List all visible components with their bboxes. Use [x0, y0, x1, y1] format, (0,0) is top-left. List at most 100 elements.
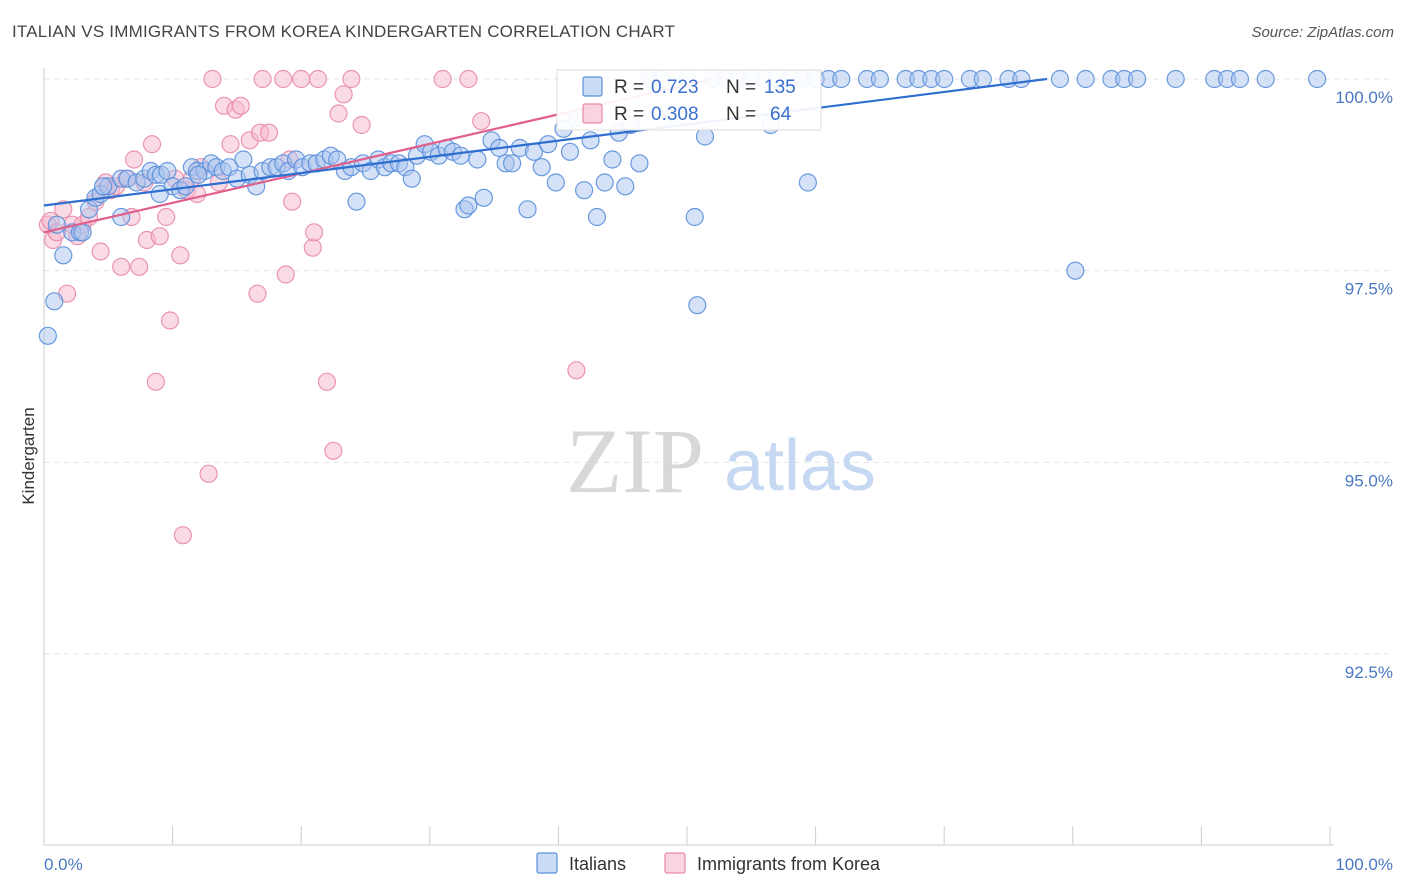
korea-point-60 [433, 69, 452, 89]
x-tick-label-0: 0.0% [44, 855, 83, 874]
korea-point-56 [329, 104, 348, 123]
stats-r-value-italians: 0.723 [651, 77, 699, 98]
italians-point-86 [630, 154, 649, 173]
stats-n-label-korea: N = [726, 104, 756, 125]
italians-point-126 [1230, 69, 1250, 89]
y-tick-label-0: 100.0% [1335, 88, 1393, 107]
axes [43, 68, 1334, 846]
italians-point-28 [234, 150, 253, 169]
series-italians [38, 69, 1327, 345]
italians-point-0 [38, 326, 57, 345]
korea-point-53 [308, 69, 328, 89]
korea-point-15 [112, 257, 131, 276]
y-tick-label-2: 95.0% [1345, 471, 1393, 490]
italians-point-1 [45, 292, 64, 311]
tick-labels: 100.0% 97.5% 95.0% 92.5% 0.0% 100.0% [44, 88, 1393, 874]
italians-point-16 [158, 161, 177, 181]
korea-point-46 [274, 69, 293, 89]
italians-point-91 [685, 207, 704, 227]
legend-swatch-italians [536, 852, 558, 874]
source-label: Source: ZipAtlas.com [1251, 24, 1394, 41]
korea-point-59 [352, 115, 371, 135]
stats-swatch-korea [582, 103, 603, 124]
korea-point-54 [317, 372, 337, 391]
korea-point-61 [459, 69, 478, 89]
italians-point-108 [870, 69, 890, 89]
italians-point-134 [189, 165, 208, 184]
trend-lines [43, 77, 1048, 234]
italians-point-72 [532, 158, 551, 177]
italians-point-62 [459, 196, 478, 215]
stats-r-value-korea: 0.308 [651, 104, 699, 125]
korea-point-40 [231, 96, 250, 115]
korea-point-45 [259, 123, 279, 142]
italians-point-106 [832, 69, 851, 89]
italians-point-81 [595, 173, 614, 192]
bottom-legend: Italians Immigrants from Korea [536, 852, 881, 874]
korea-point-51 [303, 238, 322, 257]
korea-point-38 [221, 135, 240, 154]
korea-point-47 [276, 265, 295, 284]
korea-point-58 [342, 69, 361, 89]
stats-legend: R = 0.723 N = 135 R = 0.308 N = 64 [556, 69, 822, 131]
italians-point-112 [935, 69, 954, 89]
korea-point-22 [142, 135, 162, 154]
korea-point-42 [248, 284, 267, 303]
italians-point-123 [1166, 69, 1185, 89]
legend-swatch-korea [664, 852, 686, 874]
korea-point-24 [150, 227, 169, 246]
italians-point-130 [73, 223, 92, 242]
korea-point-63 [567, 361, 586, 380]
italians-point-84 [616, 177, 635, 196]
italians-point-103 [798, 173, 817, 192]
korea-point-52 [304, 223, 324, 242]
korea-point-23 [146, 372, 165, 391]
korea-point-26 [160, 311, 180, 330]
korea-point-4 [54, 200, 73, 219]
italians-point-63 [468, 150, 487, 169]
italians-point-64 [474, 188, 493, 207]
legend-label-italians: Italians [569, 854, 626, 874]
italians-point-73 [539, 135, 558, 154]
italians-point-119 [1076, 69, 1095, 89]
italians-point-131 [94, 177, 113, 196]
stats-n-value-korea: 64 [770, 104, 792, 125]
italians-point-45 [347, 192, 366, 211]
stats-swatch-italians [582, 76, 603, 97]
italians-point-114 [973, 69, 992, 89]
italians-point-60 [451, 146, 470, 165]
korea-point-50 [292, 69, 311, 89]
italians-point-74 [546, 173, 565, 192]
italians-point-70 [518, 200, 537, 219]
y-tick-label-3: 92.5% [1345, 663, 1393, 682]
italians-point-122 [1127, 69, 1147, 89]
korea-point-57 [334, 85, 353, 104]
korea-point-29 [173, 526, 192, 545]
series-korea [38, 69, 586, 545]
chart-title: ITALIAN VS IMMIGRANTS FROM KOREA KINDERG… [12, 22, 676, 41]
italians-point-117 [1050, 69, 1070, 89]
korea-point-34 [199, 464, 218, 483]
italians-point-68 [503, 154, 522, 173]
watermark-zip: ZIP [566, 410, 704, 512]
korea-point-49 [283, 192, 302, 211]
stats-n-label-italians: N = [726, 77, 756, 98]
italians-point-80 [587, 207, 607, 227]
italians-point-76 [560, 142, 580, 161]
korea-point-44 [253, 69, 272, 89]
italians-point-93 [695, 127, 715, 146]
korea-point-35 [203, 69, 222, 89]
stats-r-label-italians: R = [614, 77, 644, 98]
korea-point-55 [324, 441, 343, 460]
korea-point-11 [91, 242, 110, 261]
italians-point-79 [581, 131, 600, 150]
legend-label-korea: Immigrants from Korea [697, 854, 881, 874]
italians-point-128 [1308, 69, 1327, 89]
korea-point-18 [124, 150, 144, 169]
italians-point-53 [402, 169, 421, 188]
korea-point-25 [157, 207, 176, 227]
italians-point-2 [54, 246, 73, 265]
korea-point-62 [472, 112, 491, 131]
y-tick-label-1: 97.5% [1345, 280, 1393, 299]
